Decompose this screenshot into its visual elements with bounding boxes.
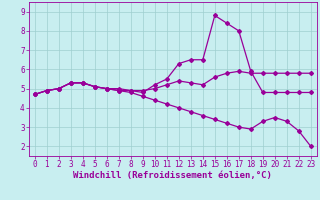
X-axis label: Windchill (Refroidissement éolien,°C): Windchill (Refroidissement éolien,°C) [73,171,272,180]
